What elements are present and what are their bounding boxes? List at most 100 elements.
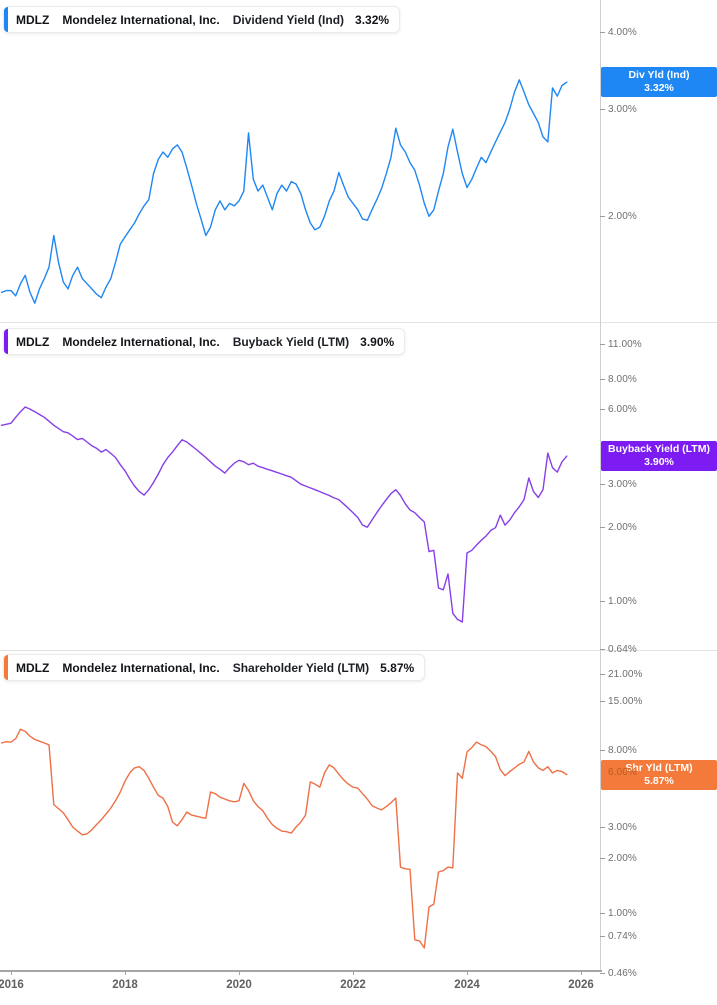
y-axis-tick-label: 3.00%: [600, 477, 637, 491]
y-axis-tick-text: 2.00%: [608, 210, 637, 222]
legend-metric-name: Buyback Yield (LTM): [232, 334, 350, 349]
legend-ticker: MDLZ: [16, 660, 50, 675]
y-axis-tick-dash: [600, 973, 605, 975]
y-axis-tick-dash: [600, 483, 605, 485]
y-axis-tick-dash: [600, 649, 605, 651]
y-axis-tick-text: 3.00%: [608, 478, 637, 490]
pane-separator-1: [0, 322, 717, 323]
y-axis-tick-label: 2.00%: [600, 521, 637, 535]
y-axis-tick-label: 8.00%: [600, 743, 637, 757]
y-axis-tick-text: 3.00%: [608, 103, 637, 115]
y-axis-tick-dash: [600, 344, 605, 346]
series-line-2[interactable]: [0, 406, 568, 623]
y-axis-tick-label: 0.74%: [600, 930, 637, 944]
y-axis-tick-dash: [600, 32, 605, 34]
y-axis-tick-dash: [600, 858, 605, 860]
legend-accent-bar: [4, 329, 8, 354]
legend-company-name: Mondelez International, Inc.: [62, 660, 220, 675]
axis-value-box-buyback-yield[interactable]: Buyback Yield (LTM) 3.90%: [601, 441, 717, 472]
legend-metric-name: Dividend Yield (Ind): [232, 12, 345, 27]
legend-metric-value: 3.90%: [360, 334, 395, 349]
legend-chip-shareholder-yield[interactable]: MDLZ Mondelez International, Inc. Shareh…: [3, 654, 426, 681]
x-axis-tick: [11, 970, 12, 975]
y-axis-tick-label: 6.00%: [600, 403, 637, 417]
y-axis-tick-label: 2.00%: [600, 209, 637, 223]
legend-metric-value: 3.32%: [355, 12, 390, 27]
y-axis-tick-label: 2.00%: [600, 852, 637, 866]
y-axis-tick-text: 3.00%: [608, 821, 637, 833]
legend-company-name: Mondelez International, Inc.: [62, 12, 220, 27]
legend-ticker: MDLZ: [16, 12, 50, 27]
y-axis-tick-text: 1.00%: [608, 907, 637, 919]
y-axis-tick-text: 2.00%: [608, 853, 637, 865]
y-axis-tick-text: 11.00%: [608, 339, 642, 351]
y-axis-tick-label: 3.00%: [600, 102, 637, 116]
x-axis-tick: [125, 970, 126, 975]
y-axis-tick-text: 1.00%: [608, 596, 637, 608]
axis-value-box-title: Div Yld (Ind): [628, 69, 690, 82]
x-axis-tick-label: 2016: [0, 979, 24, 991]
y-axis-tick-text: 8.00%: [608, 744, 637, 756]
y-axis-tick-text: 21.00%: [608, 669, 643, 681]
y-axis-tick-dash: [600, 378, 605, 380]
x-axis-tick-label: 2022: [340, 979, 366, 991]
y-axis-tick-text: 6.00%: [608, 404, 637, 416]
legend-accent-bar: [4, 655, 8, 680]
x-axis-tick-label: 2026: [568, 979, 594, 991]
pane-separator-2: [0, 650, 717, 651]
axis-value-box-div-yld[interactable]: Div Yld (Ind) 3.32%: [601, 67, 717, 98]
y-axis-tick-dash: [600, 749, 605, 751]
legend-chip-buyback-yield[interactable]: MDLZ Mondelez International, Inc. Buybac…: [3, 328, 406, 355]
axis-value-box-value: 3.32%: [644, 82, 674, 95]
legend-metric-name: Shareholder Yield (LTM): [232, 660, 370, 675]
y-axis-tick-label: 0.64%: [600, 643, 637, 657]
y-axis-tick-text: 6.00%: [608, 767, 637, 779]
y-axis-tick-label: 6.00%: [600, 766, 637, 780]
y-axis-tick-label: 1.00%: [600, 595, 637, 609]
legend-metric-value: 5.87%: [380, 660, 415, 675]
y-axis-tick-text: 4.00%: [608, 27, 637, 39]
right-price-axis[interactable]: [600, 0, 601, 970]
y-axis-tick-dash: [600, 674, 605, 676]
legend-accent-bar: [4, 7, 8, 32]
legend-company-name: Mondelez International, Inc.: [62, 334, 220, 349]
x-axis-tick-label: 2018: [112, 979, 138, 991]
y-axis-tick-dash: [600, 826, 605, 828]
y-axis-tick-label: 3.00%: [600, 820, 637, 834]
y-axis-tick-dash: [600, 700, 605, 702]
y-axis-tick-text: 8.00%: [608, 373, 637, 385]
x-axis-tick: [467, 970, 468, 975]
y-axis-tick-text: 15.00%: [608, 695, 643, 707]
y-axis-tick-label: 0.46%: [600, 967, 637, 981]
x-axis-tick: [581, 970, 583, 975]
y-axis-tick-dash: [600, 912, 605, 914]
legend-ticker: MDLZ: [16, 334, 50, 349]
y-axis-tick-label: 11.00%: [600, 338, 642, 352]
y-axis-tick-label: 21.00%: [600, 668, 643, 682]
series-line-3[interactable]: [0, 728, 568, 949]
y-axis-tick-dash: [600, 936, 605, 938]
y-axis-tick-dash: [600, 527, 605, 529]
y-axis-tick-dash: [600, 409, 605, 411]
time-axis-line[interactable]: [0, 970, 602, 972]
legend-chip-dividend-yield[interactable]: MDLZ Mondelez International, Inc. Divide…: [3, 6, 401, 33]
y-axis-tick-text: 0.74%: [608, 931, 637, 943]
x-axis-tick: [353, 970, 354, 975]
y-axis-tick-dash: [600, 215, 605, 217]
y-axis-tick-label: 8.00%: [600, 372, 637, 386]
y-axis-tick-dash: [600, 108, 605, 110]
axis-value-box-value: 5.87%: [644, 774, 674, 787]
axis-value-box-value: 3.90%: [644, 456, 674, 469]
series-line-1[interactable]: [0, 79, 568, 304]
y-axis-tick-text: 0.64%: [608, 644, 637, 656]
y-axis-tick-text: 2.00%: [608, 522, 637, 534]
axis-value-box-title: Shr Yld (LTM): [625, 761, 693, 774]
axis-value-box-shr-yld[interactable]: Shr Yld (LTM) 5.87%: [601, 759, 717, 790]
y-axis-tick-label: 4.00%: [600, 26, 637, 40]
y-axis-tick-label: 1.00%: [600, 906, 637, 920]
y-axis-tick-dash: [600, 601, 605, 603]
x-axis-tick: [239, 970, 240, 975]
y-axis-tick-text: 0.46%: [608, 968, 637, 980]
